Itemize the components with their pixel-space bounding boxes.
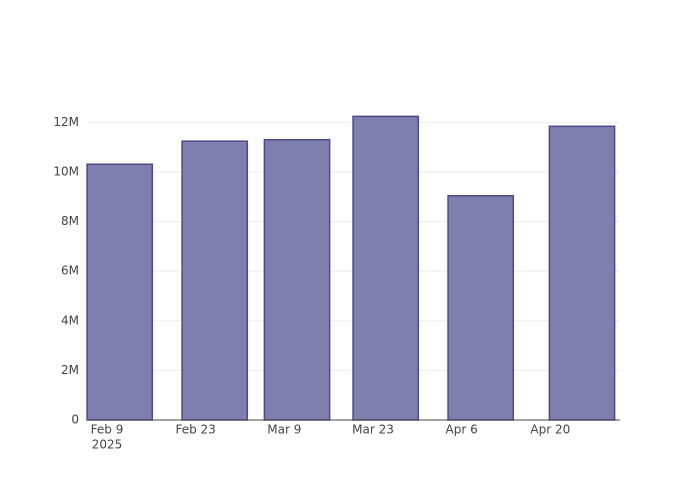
x-tick-label: Apr 6: [446, 423, 478, 437]
x-tick-label: Apr 20: [530, 423, 570, 437]
x-tick-label: Mar 9: [267, 423, 301, 437]
bar: [181, 140, 249, 421]
x-tick-label: Feb 9: [91, 423, 124, 437]
y-tick-label: 6M: [61, 264, 79, 278]
y-tick-label: 2M: [61, 363, 79, 377]
y-tick-label: 0: [71, 413, 79, 427]
bar: [86, 163, 154, 421]
x-tick-label: Mar 23: [352, 423, 394, 437]
bar: [263, 138, 331, 421]
bar: [352, 115, 420, 421]
y-tick-label: 8M: [61, 214, 79, 228]
x-year-label: 2025: [92, 438, 123, 452]
bar: [447, 195, 515, 421]
y-tick-label: 4M: [61, 313, 79, 327]
y-tick-label: 10M: [53, 164, 79, 178]
y-tick-label: 12M: [53, 115, 79, 129]
x-tick-label: Feb 23: [175, 423, 215, 437]
bar: [548, 125, 616, 421]
